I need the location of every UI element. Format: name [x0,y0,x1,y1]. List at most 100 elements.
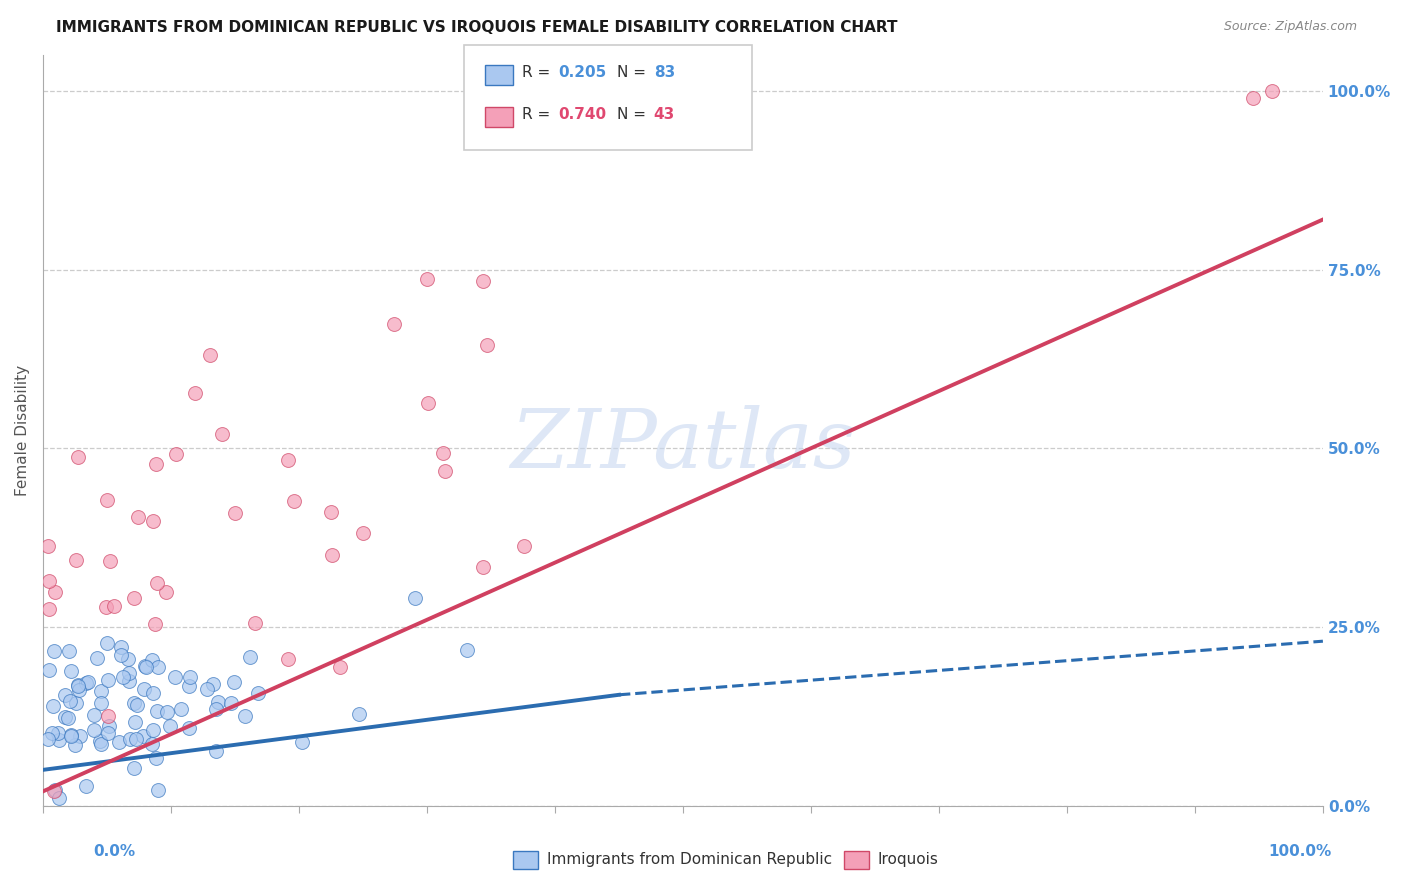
Point [98,554,121,568]
Point [143,616,166,631]
Point [83,723,105,738]
Point [118,666,141,681]
Text: R =: R = [522,65,555,79]
Point [66,450,89,464]
Point [59,729,82,743]
Point [38,574,60,588]
Point [122,697,145,711]
Point [97,709,120,723]
Point [60,665,83,679]
Point [89,733,111,747]
Point [205,702,228,716]
Point [63,738,86,752]
Point [246,686,269,700]
Point [224,506,246,520]
Point [110,648,132,662]
Point [179,670,201,684]
Point [94,599,117,614]
Point [53,710,76,724]
Text: Immigrants from Dominican Republic: Immigrants from Dominican Republic [547,853,832,867]
Point [83,707,105,722]
Point [146,704,169,718]
Point [124,715,146,730]
Point [37,664,59,678]
Point [90,683,112,698]
Text: 43: 43 [654,107,675,121]
Point [434,464,457,478]
Point [198,348,221,362]
Point [107,734,129,748]
Point [472,560,495,574]
Point [245,615,267,630]
Text: 100.0%: 100.0% [1268,845,1331,859]
Text: Source: ZipAtlas.com: Source: ZipAtlas.com [1223,20,1357,33]
Point [38,602,60,616]
Point [118,673,141,688]
Point [96,492,118,507]
Point [142,686,165,700]
Point [135,659,157,673]
Point [141,737,163,751]
Point [110,640,132,655]
Point [195,681,218,696]
Point [127,698,149,713]
Point [122,761,145,775]
Point [456,643,478,657]
Point [86,651,108,665]
Point [77,675,100,690]
Point [177,679,200,693]
Point [416,271,439,285]
Point [145,576,167,591]
Point [382,317,405,331]
Point [513,539,536,553]
Text: 0.0%: 0.0% [93,845,135,859]
Point [1241,91,1264,105]
Point [155,584,177,599]
Point [59,694,82,708]
Point [132,682,155,697]
Point [46,726,69,740]
Point [319,505,342,519]
Text: 83: 83 [654,65,675,79]
Point [291,735,314,749]
Point [224,675,246,690]
Point [416,396,439,410]
Text: R =: R = [522,107,555,121]
Point [134,659,156,673]
Point [65,553,87,567]
Point [125,732,148,747]
Point [48,791,70,805]
Point [132,729,155,743]
Point [321,548,343,562]
Point [97,719,120,733]
Point [65,696,87,710]
Point [165,447,187,461]
Point [277,452,299,467]
Point [404,591,426,606]
Point [148,783,170,797]
Text: 0.740: 0.740 [558,107,606,121]
Point [165,670,187,684]
Point [352,526,374,541]
Point [118,732,141,747]
Point [42,644,65,658]
Point [75,676,97,690]
Point [177,721,200,735]
Point [347,706,370,721]
Text: 0.205: 0.205 [558,65,606,79]
Point [141,653,163,667]
Point [66,679,89,693]
Point [59,728,82,742]
Point [145,457,167,471]
Point [233,708,256,723]
Text: N =: N = [617,65,651,79]
Point [44,782,66,797]
Point [112,670,135,684]
Point [75,779,97,793]
Point [66,678,89,692]
Point [201,677,224,691]
Point [37,731,59,746]
Point [142,723,165,737]
Point [56,711,79,725]
Point [184,386,207,401]
